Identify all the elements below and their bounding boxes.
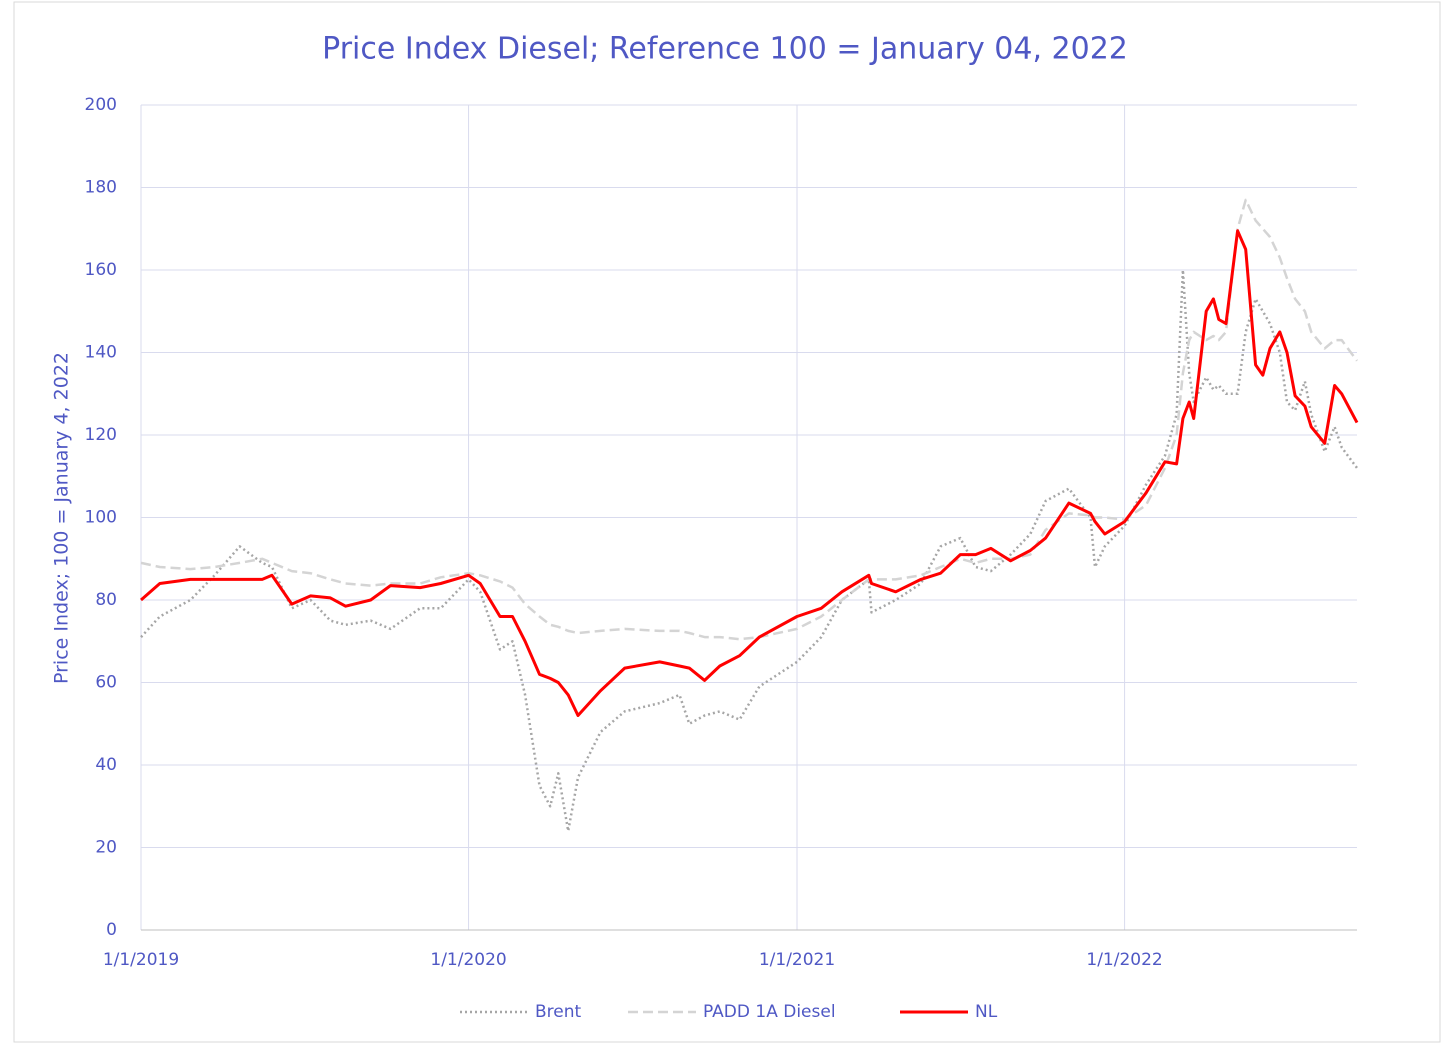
y-tick-label: 140 — [85, 343, 117, 363]
x-tick-label: 1/1/2019 — [103, 950, 179, 970]
y-tick-label: 120 — [85, 425, 117, 445]
legend-label: NL — [975, 1002, 998, 1022]
y-tick-label: 180 — [85, 178, 117, 198]
y-tick-label: 100 — [85, 508, 117, 528]
series-line — [140, 268, 1359, 833]
y-axis-label: Price Index; 100 = January 4, 2022 — [51, 352, 73, 684]
chart-border — [13, 1, 1441, 1043]
y-tick-label: 60 — [95, 673, 117, 693]
y-tick-label: 160 — [85, 260, 117, 280]
y-tick-label: 0 — [106, 920, 117, 940]
y-tick-label: 20 — [95, 838, 117, 858]
x-tick-label: 1/1/2022 — [1086, 950, 1162, 970]
chart-title: Price Index Diesel; Reference 100 = Janu… — [322, 32, 1128, 67]
x-tick-label: 1/1/2021 — [759, 950, 835, 970]
y-tick-label: 40 — [95, 755, 117, 775]
series-line — [140, 229, 1359, 717]
x-tick-label: 1/1/2020 — [430, 950, 506, 970]
legend-label: PADD 1A Diesel — [703, 1002, 836, 1022]
legend-label: Brent — [535, 1002, 582, 1022]
y-tick-label: 200 — [85, 95, 117, 115]
y-tick-label: 80 — [95, 590, 117, 610]
